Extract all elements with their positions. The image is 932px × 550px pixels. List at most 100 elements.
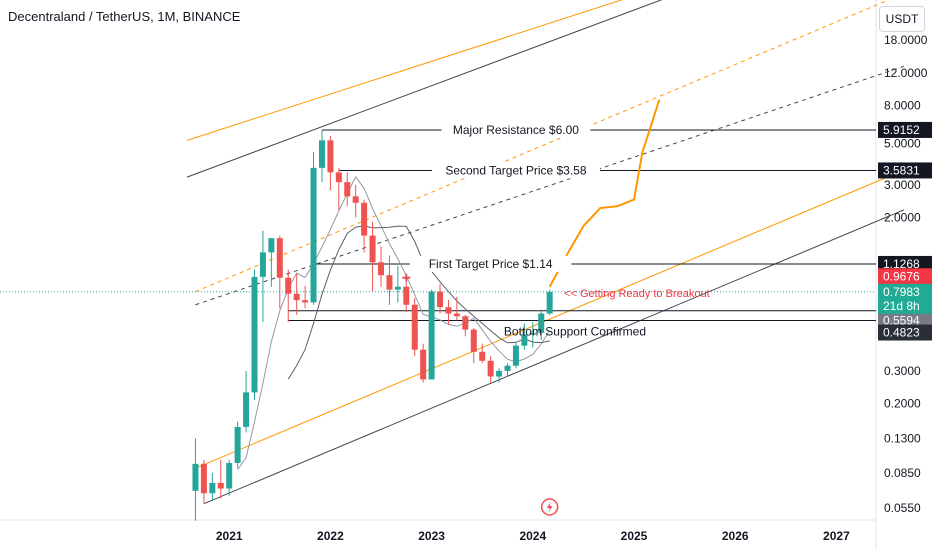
candle-body bbox=[521, 334, 528, 346]
candle bbox=[403, 282, 410, 313]
candle bbox=[420, 343, 427, 383]
price-tick-label: 8.0000 bbox=[884, 99, 921, 113]
candle-body bbox=[496, 370, 503, 377]
candle bbox=[335, 167, 342, 210]
channel-upper-line bbox=[186, 0, 663, 178]
time-tick-label: 2021 bbox=[216, 529, 243, 543]
candle-body bbox=[411, 304, 418, 350]
level-axis-label: 5.9152 bbox=[883, 123, 920, 137]
candle-body bbox=[538, 313, 545, 333]
candle bbox=[512, 341, 519, 369]
price-axis-label-bg bbox=[878, 268, 932, 285]
level-label-bg bbox=[409, 255, 572, 272]
price-tick-label: 5.0000 bbox=[884, 137, 921, 151]
candle bbox=[234, 421, 241, 469]
candle-body bbox=[479, 351, 486, 361]
candle bbox=[344, 172, 351, 207]
orange-mid-dashed-line bbox=[195, 0, 890, 293]
candle bbox=[302, 285, 309, 309]
candle-body bbox=[470, 329, 477, 352]
candle bbox=[327, 135, 334, 191]
candle-body bbox=[529, 332, 536, 335]
candle bbox=[276, 235, 283, 309]
candle bbox=[318, 130, 325, 183]
candle-body bbox=[546, 291, 553, 314]
candle-body bbox=[453, 313, 460, 317]
candle bbox=[487, 356, 494, 383]
candle bbox=[428, 289, 435, 380]
candle bbox=[310, 152, 317, 305]
candle bbox=[386, 255, 393, 305]
candle bbox=[268, 238, 275, 287]
candle-body bbox=[310, 167, 317, 303]
candle bbox=[445, 300, 452, 325]
candle-body bbox=[403, 286, 410, 305]
lightning-glyph bbox=[546, 502, 553, 512]
candle bbox=[217, 459, 224, 499]
time-tick-label: 2022 bbox=[317, 529, 344, 543]
level-label: Major Resistance $6.00 bbox=[453, 123, 579, 137]
moving-average-slow bbox=[287, 225, 550, 380]
candle-body bbox=[285, 277, 292, 294]
currency-selector[interactable]: USDT bbox=[879, 6, 925, 32]
candle-body bbox=[293, 293, 300, 301]
candle bbox=[251, 269, 258, 400]
candle bbox=[546, 289, 553, 315]
level-label: Bottom Support Confirmed bbox=[504, 325, 646, 339]
orange-lower-line bbox=[195, 169, 905, 469]
candle-body bbox=[462, 316, 469, 330]
candle bbox=[378, 246, 384, 287]
candle-body bbox=[386, 275, 393, 290]
candle bbox=[394, 265, 401, 303]
candle bbox=[243, 370, 250, 433]
candle bbox=[285, 269, 292, 322]
candle bbox=[538, 310, 545, 340]
candle bbox=[293, 273, 300, 315]
candle bbox=[209, 472, 216, 501]
candle-body bbox=[268, 238, 275, 253]
price-tick-label: 18.0000 bbox=[884, 33, 928, 47]
candle bbox=[226, 459, 233, 496]
level-axis-label-bg bbox=[878, 255, 932, 272]
level-label-bg bbox=[441, 121, 591, 138]
price-axis-label: 0.7983 bbox=[883, 285, 920, 299]
price-tick-label: 2.0000 bbox=[884, 211, 921, 225]
candle bbox=[437, 283, 444, 314]
candle bbox=[361, 199, 368, 253]
price-tick-label: 0.0850 bbox=[884, 466, 921, 480]
candle-body bbox=[352, 196, 359, 203]
price-tick-label: 0.2000 bbox=[884, 397, 921, 411]
level-label: First Target Price $1.14 bbox=[429, 257, 553, 271]
candle-body bbox=[335, 172, 342, 183]
candle-body bbox=[243, 392, 250, 427]
time-tick-label: 2027 bbox=[823, 529, 850, 543]
candle-body bbox=[369, 235, 376, 263]
candle bbox=[411, 297, 418, 357]
candle bbox=[453, 296, 460, 321]
candle bbox=[470, 328, 477, 364]
candle-body bbox=[251, 276, 258, 393]
channel-lower-line bbox=[203, 209, 905, 505]
price-axis-label-bg bbox=[878, 283, 932, 314]
candle-body bbox=[209, 482, 216, 494]
breakout-note: << Getting Ready to Breakout bbox=[564, 288, 710, 300]
level-axis-label: 3.5831 bbox=[883, 163, 920, 177]
candle-body bbox=[318, 140, 325, 168]
candle bbox=[521, 323, 528, 350]
level-label-bg bbox=[431, 162, 600, 179]
price-tick-label: 0.0550 bbox=[884, 501, 921, 515]
candle bbox=[352, 184, 359, 218]
level-axis-label: 0.5594 bbox=[883, 314, 920, 328]
price-tick-label: 0.1300 bbox=[884, 431, 921, 445]
candle-body bbox=[504, 365, 511, 371]
candle-body bbox=[276, 238, 283, 278]
candle-body bbox=[445, 307, 452, 314]
price-axis-label: 0.9676 bbox=[883, 269, 920, 283]
candle-body bbox=[394, 286, 401, 290]
candle-body bbox=[259, 252, 266, 277]
candle bbox=[369, 221, 376, 292]
candle-body bbox=[217, 482, 224, 489]
price-axis-label: 0.4823 bbox=[883, 326, 920, 340]
candle-body bbox=[226, 462, 233, 489]
